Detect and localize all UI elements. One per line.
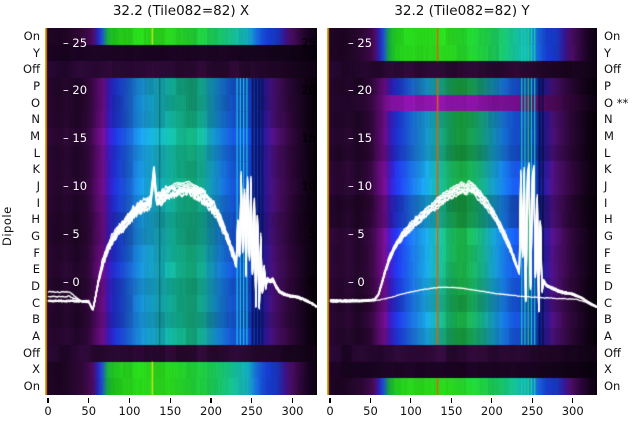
db-tick-panel-x-5: – 5 bbox=[63, 226, 80, 241]
x-tick-mark-1-100 bbox=[410, 398, 412, 403]
db-tick-panel-x-15: – 15 bbox=[63, 131, 88, 146]
db-tick-panel-y-0: – 0 bbox=[348, 274, 365, 289]
db-tick-panel-y-25: – 25 bbox=[348, 35, 373, 50]
x-tick-label-0-250: 250 bbox=[240, 404, 263, 418]
dipole-label-right-15: D bbox=[604, 279, 613, 294]
dipole-label-right-3: P bbox=[604, 78, 611, 93]
db-edge-label-0: 0 bbox=[308, 274, 316, 289]
dipole-label-left-12: G bbox=[31, 229, 40, 244]
db-tick-panel-y-20: – 20 bbox=[348, 83, 373, 98]
x-tick-label-0-150: 150 bbox=[159, 404, 182, 418]
dipole-label-right-16: C bbox=[604, 295, 613, 310]
dipole-label-right-2: Off bbox=[604, 62, 621, 77]
dipole-label-right-1: Y bbox=[604, 45, 612, 60]
db-edge-label-15: 15 bbox=[301, 131, 316, 146]
x-tick-label-1-50: 50 bbox=[363, 404, 378, 418]
x-tick-label-0-200: 200 bbox=[200, 404, 222, 418]
dipole-label-right-20: X bbox=[604, 362, 612, 377]
dipole-label-right-9: J bbox=[604, 178, 608, 193]
x-tick-mark-0-300 bbox=[291, 398, 294, 403]
dipole-label-right-10: I bbox=[604, 195, 608, 210]
dipole-label-left-6: M bbox=[30, 128, 40, 143]
x-tick-label-1-150: 150 bbox=[440, 404, 463, 418]
dipole-label-left-7: L bbox=[33, 145, 40, 160]
db-edge-label-10: 10 bbox=[301, 178, 316, 193]
dipole-label-left-2: Off bbox=[23, 62, 40, 77]
x-tick-mark-0-50 bbox=[88, 398, 90, 403]
x-tick-label-1-200: 200 bbox=[480, 404, 503, 418]
x-tick-label-0-300: 300 bbox=[281, 404, 304, 418]
x-tick-label-1-250: 250 bbox=[521, 404, 544, 418]
dipole-label-right-21: On bbox=[604, 379, 621, 394]
db-tick-panel-y-15: – 15 bbox=[348, 131, 373, 146]
dipole-label-right-17: B bbox=[604, 312, 612, 327]
x-tick-mark-0-100 bbox=[128, 398, 131, 403]
heatmap-panel-x bbox=[45, 28, 317, 395]
panel-y-title: 32.2 (Tile082=82) Y bbox=[394, 3, 530, 19]
dipole-label-left-10: I bbox=[36, 195, 40, 210]
dipole-label-left-18: A bbox=[32, 329, 40, 344]
db-tick-panel-x-0: – 0 bbox=[63, 274, 80, 289]
dipole-label-right-8: K bbox=[604, 162, 612, 177]
dipole-label-right-18: A bbox=[604, 329, 612, 344]
x-tick-mark-0-0 bbox=[47, 398, 49, 403]
dipole-label-left-1: Y bbox=[32, 45, 40, 60]
dipole-label-right-14: E bbox=[604, 262, 612, 277]
dipole-label-left-15: D bbox=[31, 279, 40, 294]
x-tick-mark-1-50 bbox=[369, 398, 372, 403]
x-tick-label-0-50: 50 bbox=[81, 404, 97, 418]
x-tick-mark-1-200 bbox=[491, 398, 493, 403]
x-tick-mark-1-300 bbox=[572, 398, 574, 403]
db-tick-panel-x-25: – 25 bbox=[63, 35, 88, 50]
dipole-label-right-0: On bbox=[604, 28, 621, 43]
x-tick-label-1-0: 0 bbox=[326, 404, 334, 418]
db-edge-label-5: 5 bbox=[308, 226, 316, 241]
dipole-label-left-16: C bbox=[31, 295, 40, 310]
x-tick-label-0-100: 100 bbox=[118, 404, 141, 418]
dipole-label-left-19: Off bbox=[23, 345, 40, 360]
dipole-label-left-4: O bbox=[30, 95, 40, 110]
db-tick-panel-x-20: – 20 bbox=[63, 83, 88, 98]
dipole-label-left-3: P bbox=[33, 78, 40, 93]
dipole-label-right-4: O ** bbox=[604, 95, 629, 110]
dipole-label-right-13: F bbox=[604, 245, 611, 260]
dipole-label-right-11: H bbox=[604, 212, 613, 227]
dipole-label-right-7: L bbox=[604, 145, 611, 160]
dipole-label-left-11: H bbox=[31, 212, 40, 227]
x-tick-mark-1-0 bbox=[329, 398, 331, 403]
dipole-label-right-5: N bbox=[604, 112, 613, 127]
db-tick-panel-y-10: – 10 bbox=[348, 178, 373, 193]
dipole-label-left-14: E bbox=[32, 262, 40, 277]
db-tick-panel-y-5: – 5 bbox=[348, 226, 365, 241]
dipole-label-right-12: G bbox=[604, 229, 613, 244]
x-tick-mark-0-200 bbox=[210, 398, 212, 403]
db-edge-label-25: 25 bbox=[301, 35, 316, 50]
dipole-label-right-6: M bbox=[604, 128, 614, 143]
heatmap-panel-y bbox=[327, 28, 597, 395]
dipole-label-left-20: X bbox=[32, 362, 40, 377]
panel-x-title: 32.2 (Tile082=82) X bbox=[112, 3, 250, 19]
x-tick-label-1-300: 300 bbox=[561, 404, 584, 418]
dipole-label-left-0: On bbox=[23, 28, 40, 43]
x-tick-mark-1-150 bbox=[450, 398, 452, 403]
db-edge-label-20: 20 bbox=[301, 83, 316, 98]
x-tick-mark-1-250 bbox=[531, 398, 533, 403]
x-tick-mark-0-150 bbox=[169, 398, 171, 403]
dipole-label-left-9: J bbox=[36, 178, 40, 193]
dipole-label-left-13: F bbox=[33, 245, 40, 260]
dipole-label-left-8: K bbox=[32, 162, 40, 177]
x-tick-mark-0-250 bbox=[251, 398, 253, 403]
dipole-label-right-19: Off bbox=[604, 345, 621, 360]
x-tick-label-0-0: 0 bbox=[44, 404, 52, 418]
dipole-label-left-21: On bbox=[23, 379, 40, 394]
x-tick-label-1-100: 100 bbox=[399, 404, 422, 418]
dipole-label-left-5: N bbox=[31, 112, 40, 127]
db-tick-panel-x-10: – 10 bbox=[63, 178, 88, 193]
dipole-label-left-17: B bbox=[32, 312, 40, 327]
